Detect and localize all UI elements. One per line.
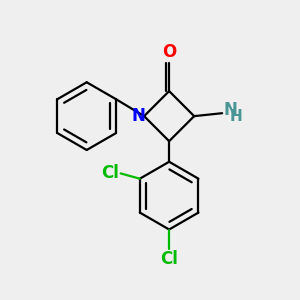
Text: N: N [132, 106, 146, 124]
Text: H: H [230, 109, 242, 124]
Text: N: N [224, 101, 238, 119]
Text: O: O [162, 43, 176, 61]
Text: Cl: Cl [160, 250, 178, 268]
Text: Cl: Cl [101, 164, 119, 182]
